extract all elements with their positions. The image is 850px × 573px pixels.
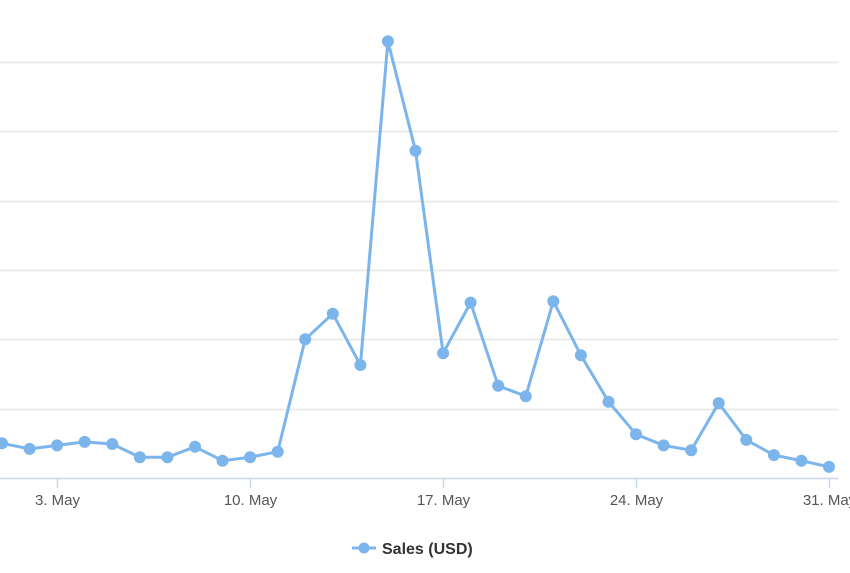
data-point-28[interactable] xyxy=(740,433,753,446)
x-tick-label: 10. May xyxy=(224,492,278,509)
data-point-31[interactable] xyxy=(823,460,835,473)
data-point-14[interactable] xyxy=(354,359,367,371)
data-point-6[interactable] xyxy=(133,451,146,464)
data-point-21[interactable] xyxy=(547,295,560,308)
data-point-2[interactable] xyxy=(23,442,36,455)
grid-layer xyxy=(0,61,838,411)
data-point-18[interactable] xyxy=(464,296,477,309)
x-tick-label: 3. May xyxy=(35,492,81,509)
legend[interactable]: Sales (USD) xyxy=(352,541,473,558)
data-point-26[interactable] xyxy=(685,444,698,457)
data-point-27[interactable] xyxy=(712,397,725,410)
series-layer xyxy=(0,35,835,473)
data-point-25[interactable] xyxy=(657,439,670,452)
data-point-23[interactable] xyxy=(602,395,615,408)
x-tick-label: 31. May xyxy=(803,492,850,509)
data-point-20[interactable] xyxy=(519,390,532,403)
data-point-19[interactable] xyxy=(492,379,505,392)
data-point-16[interactable] xyxy=(409,144,422,157)
data-point-10[interactable] xyxy=(244,451,257,464)
data-point-3[interactable] xyxy=(51,439,64,452)
legend-label[interactable]: Sales (USD) xyxy=(382,541,473,558)
data-point-30[interactable] xyxy=(795,454,808,467)
data-point-12[interactable] xyxy=(299,333,312,346)
data-point-11[interactable] xyxy=(271,445,284,458)
data-point-1[interactable] xyxy=(0,437,8,450)
data-point-5[interactable] xyxy=(106,438,119,450)
legend-series-marker-icon xyxy=(358,542,370,554)
series-line xyxy=(0,39,831,469)
x-tick-label: 17. May xyxy=(417,492,471,509)
data-point-7[interactable] xyxy=(161,451,174,464)
data-point-13[interactable] xyxy=(326,307,339,320)
x-tick-label: 24. May xyxy=(610,492,664,509)
data-point-17[interactable] xyxy=(437,347,450,360)
x-axis: 3. May 10. May 17. May 24. May 31. May xyxy=(0,477,850,509)
data-point-4[interactable] xyxy=(78,435,91,448)
data-point-24[interactable] xyxy=(630,428,642,441)
data-point-9[interactable] xyxy=(216,454,229,467)
data-point-22[interactable] xyxy=(574,349,587,362)
data-point-29[interactable] xyxy=(767,449,780,462)
data-point-8[interactable] xyxy=(189,440,201,453)
data-point-15[interactable] xyxy=(381,35,394,48)
